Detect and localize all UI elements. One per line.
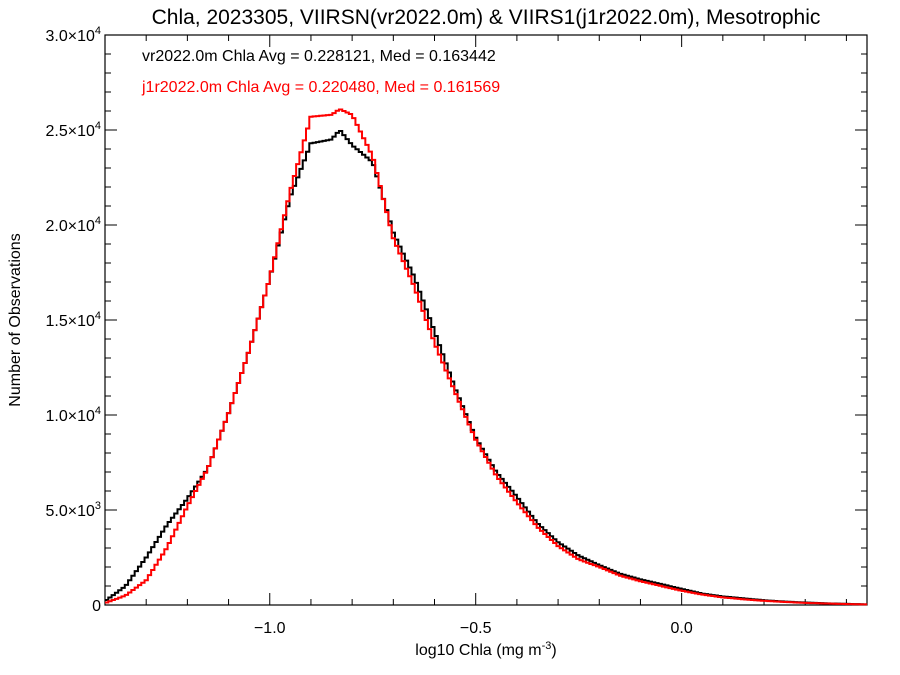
annotation-line-1: vr2022.0m Chla Avg = 0.228121, Med = 0.1…	[142, 48, 496, 65]
y-tick-label: 2.0×104	[45, 215, 101, 235]
y-tick-label: 0	[92, 598, 101, 615]
chart-title: Chla, 2023305, VIIRSN(vr2022.0m) & VIIRS…	[152, 6, 821, 29]
x-tick-labels: −1.0 −0.5 0.0	[254, 620, 693, 637]
series-lines	[105, 108, 868, 606]
y-tick-label: 5.0×103	[45, 500, 101, 520]
y-tick-labels: 0 5.0×103 1.0×104 1.5×104 2.0×104 2.5×104 3.0×…	[45, 25, 101, 615]
y-axis-label: Number of Observations	[7, 233, 24, 406]
series-line-2	[105, 108, 868, 606]
y-tick-label: 2.5×104	[45, 120, 101, 140]
x-tick-label: −0.5	[460, 620, 492, 637]
axis-ticks	[104, 34, 867, 606]
x-axis-label: log10 Chla (mg m-3)	[415, 640, 556, 659]
x-axis-label-sup: -3	[542, 640, 552, 652]
annotation-line-2: j1r2022.0m Chla Avg = 0.220480, Med = 0.…	[141, 79, 500, 96]
y-tick-label: 3.0×104	[45, 25, 101, 45]
y-tick-label: 1.5×104	[45, 310, 101, 330]
x-axis-label-main: log10 Chla (mg m	[415, 642, 541, 659]
x-tick-label: 0.0	[671, 620, 693, 637]
plot-frame	[104, 34, 868, 606]
x-axis-label-end: )	[551, 642, 556, 659]
x-tick-label: −1.0	[254, 620, 286, 637]
y-tick-label: 1.0×104	[45, 405, 101, 425]
series-line-1	[105, 130, 868, 606]
